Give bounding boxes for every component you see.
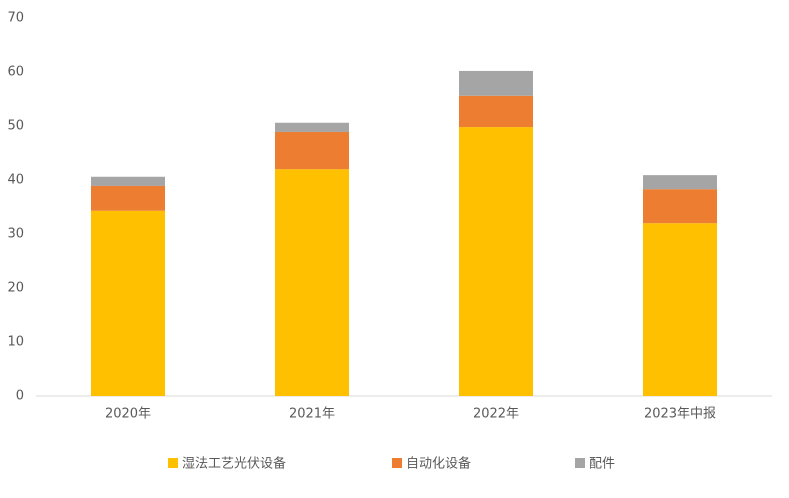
legend-label: 配件: [589, 457, 615, 472]
bar-segment: [459, 127, 533, 396]
bar-segment: [643, 189, 717, 224]
bar-segment: [643, 223, 717, 396]
y-tick-label: 0: [16, 389, 24, 404]
legend-label: 湿法工艺光伏设备: [182, 456, 286, 472]
y-tick-label: 20: [7, 281, 24, 296]
legend-label: 自动化设备: [406, 456, 471, 472]
x-tick-label: 2022年: [473, 407, 519, 422]
x-tick-label: 2023年中报: [644, 407, 716, 422]
legend-swatch: [575, 458, 585, 468]
bar-segment: [91, 210, 165, 396]
bar-segment: [459, 95, 533, 128]
x-tick-label: 2020年: [105, 407, 151, 422]
legend-swatch: [168, 458, 178, 468]
bar-segment: [643, 175, 717, 190]
bar-segment: [91, 185, 165, 211]
bar-segment: [91, 176, 165, 186]
legend-swatch: [392, 458, 402, 468]
y-tick-label: 30: [7, 227, 24, 242]
y-tick-label: 70: [7, 11, 24, 26]
bar-segment: [459, 70, 533, 96]
y-tick-label: 40: [7, 173, 24, 188]
bar-segment: [275, 169, 349, 396]
y-tick-label: 10: [7, 335, 24, 350]
y-tick-label: 50: [7, 119, 24, 134]
bar-segment: [275, 122, 349, 132]
x-tick-label: 2021年: [289, 407, 335, 422]
y-tick-label: 60: [7, 65, 24, 80]
bar-segment: [275, 131, 349, 170]
